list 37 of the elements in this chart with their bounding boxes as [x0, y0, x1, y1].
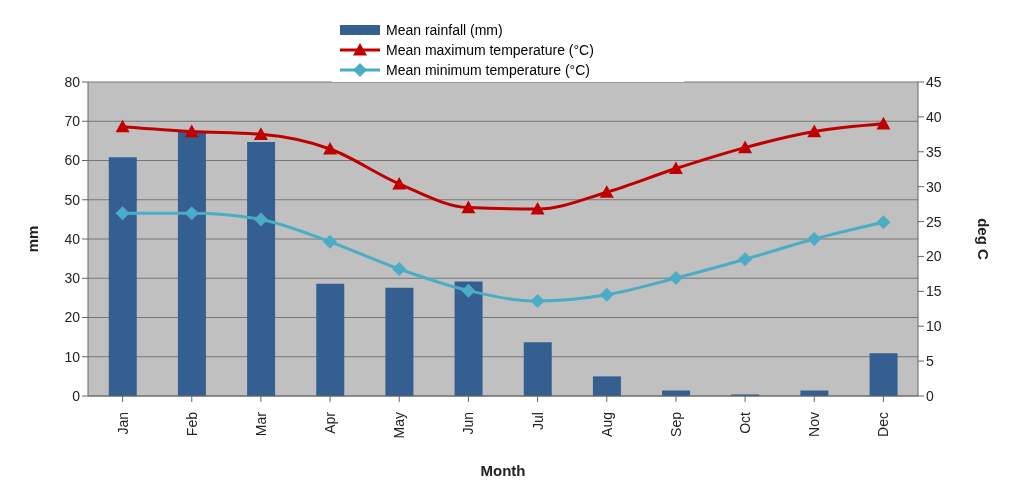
y-tick-label: 50: [64, 191, 81, 208]
x-tick-label: Sep: [667, 411, 684, 437]
y-tick-label: 80: [64, 73, 81, 90]
y-tick-label: 70: [64, 113, 81, 130]
x-tick-label: Aug: [598, 412, 615, 437]
y-tick-label: 30: [64, 270, 81, 287]
y2-tick-label: 20: [926, 248, 942, 265]
y2-tick-label: 25: [926, 213, 942, 230]
y2-tick-label: 35: [926, 143, 942, 160]
legend-label: Mean rainfall (mm): [386, 22, 503, 38]
y-tick-label: 40: [64, 230, 81, 247]
x-tick-label: Oct: [737, 411, 754, 434]
legend-label: Mean minimum temperature (°C): [386, 62, 590, 78]
x-tick-label: Apr: [322, 411, 339, 434]
x-tick-label: Nov: [806, 412, 823, 437]
y-tick-label: 60: [64, 152, 81, 169]
y2-tick-label: 15: [926, 283, 942, 300]
x-tick-label: Jul: [529, 412, 546, 430]
y2-tick-label: 5: [926, 353, 934, 370]
x-tick-label: Dec: [875, 412, 892, 437]
x-tick-label: Jan: [114, 412, 131, 435]
y2-tick-label: 30: [926, 178, 942, 195]
legend-label: Mean maximum temperature (°C): [386, 42, 594, 58]
y2-axis-title: deg C: [974, 218, 992, 260]
y2-tick-label: 45: [926, 73, 942, 90]
x-tick-label: Jun: [460, 412, 477, 435]
y-tick-label: 20: [64, 309, 81, 326]
y2-tick-label: 40: [926, 108, 942, 125]
x-tick-label: Mar: [252, 411, 269, 437]
y-tick-label: 10: [64, 348, 81, 365]
y-tick-label: 0: [72, 387, 81, 404]
y-axis-title: mm: [24, 225, 42, 253]
x-tick-label: May: [391, 412, 408, 439]
x-tick-label: Feb: [183, 411, 200, 437]
y2-tick-label: 0: [926, 387, 934, 404]
x-axis-title: Month: [480, 462, 526, 479]
y2-tick-label: 10: [926, 318, 942, 335]
